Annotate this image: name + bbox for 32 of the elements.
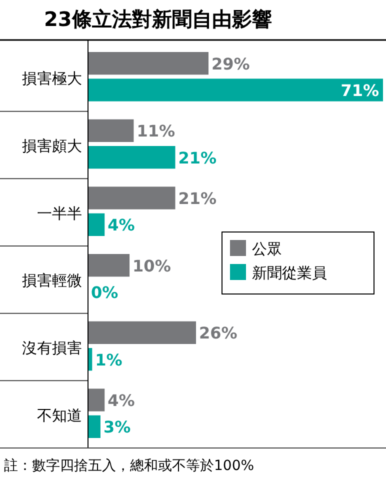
bar xyxy=(88,146,176,169)
bar xyxy=(88,388,105,412)
y-tick-label: 損害極大 xyxy=(22,70,82,88)
bar xyxy=(88,213,105,236)
y-tick-label: 損害頗大 xyxy=(22,137,82,155)
data-label: 10% xyxy=(132,256,171,276)
data-label: 0% xyxy=(91,283,118,302)
data-label: 1% xyxy=(95,350,122,370)
y-tick-label: 損害輕微 xyxy=(22,272,82,290)
data-label: 4% xyxy=(108,391,135,410)
data-label: 3% xyxy=(103,418,131,437)
data-label: 26% xyxy=(199,324,238,343)
y-tick-label: 沒有損害 xyxy=(22,339,82,357)
chart-title: 23條立法對新聞自由影響 xyxy=(44,7,272,31)
legend-label: 新聞從業員 xyxy=(252,264,327,282)
legend-label: 公眾 xyxy=(252,240,282,258)
data-label: 21% xyxy=(178,148,217,168)
bar xyxy=(88,119,134,142)
bar xyxy=(88,415,100,438)
text: 註：數字四捨五入，總和或不等於100% xyxy=(4,458,254,474)
bar xyxy=(88,321,196,344)
data-label: 4% xyxy=(108,216,135,235)
bar xyxy=(88,52,208,75)
data-label: 21% xyxy=(178,189,217,208)
data-label: 29% xyxy=(211,54,250,74)
bar xyxy=(88,78,383,102)
y-tick-label: 不知道 xyxy=(37,406,82,424)
bar xyxy=(88,254,130,277)
y-tick-label: 一半半 xyxy=(37,204,82,222)
bar xyxy=(88,186,176,210)
data-label: 11% xyxy=(136,122,175,141)
data-label: 71% xyxy=(340,81,379,100)
